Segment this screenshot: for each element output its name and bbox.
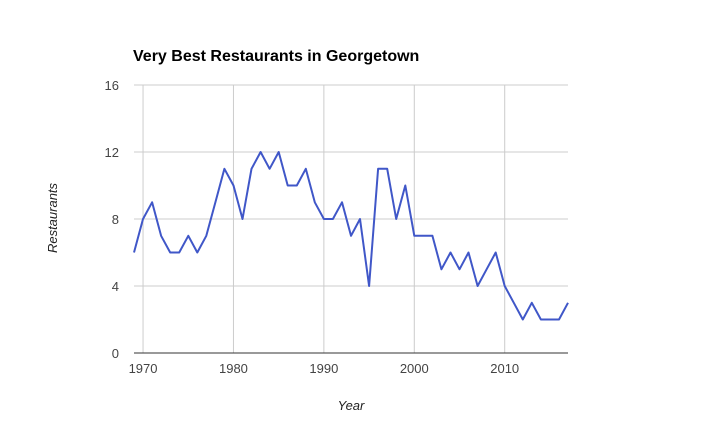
y-tick-label: 16 xyxy=(105,78,119,93)
x-tick-labels: 1970 1980 1990 2000 2010 xyxy=(129,361,520,376)
x-tick-label: 2000 xyxy=(400,361,429,376)
x-tick-label: 1980 xyxy=(219,361,248,376)
chart-title: Very Best Restaurants in Georgetown xyxy=(133,48,419,65)
x-tick-label: 2010 xyxy=(490,361,519,376)
x-axis-label: Year xyxy=(338,398,365,413)
y-tick-label: 8 xyxy=(112,212,119,227)
y-axis-label: Restaurants xyxy=(45,182,60,253)
series-group xyxy=(133,151,569,321)
y-tick-label: 4 xyxy=(112,279,119,294)
x-tick-label: 1990 xyxy=(309,361,338,376)
grid xyxy=(134,84,568,354)
x-tick-label: 1970 xyxy=(129,361,158,376)
y-tick-labels: 0 4 8 12 16 xyxy=(105,78,119,361)
y-tick-label: 0 xyxy=(112,346,119,361)
y-tick-label: 12 xyxy=(105,145,119,160)
series-line xyxy=(133,151,569,321)
